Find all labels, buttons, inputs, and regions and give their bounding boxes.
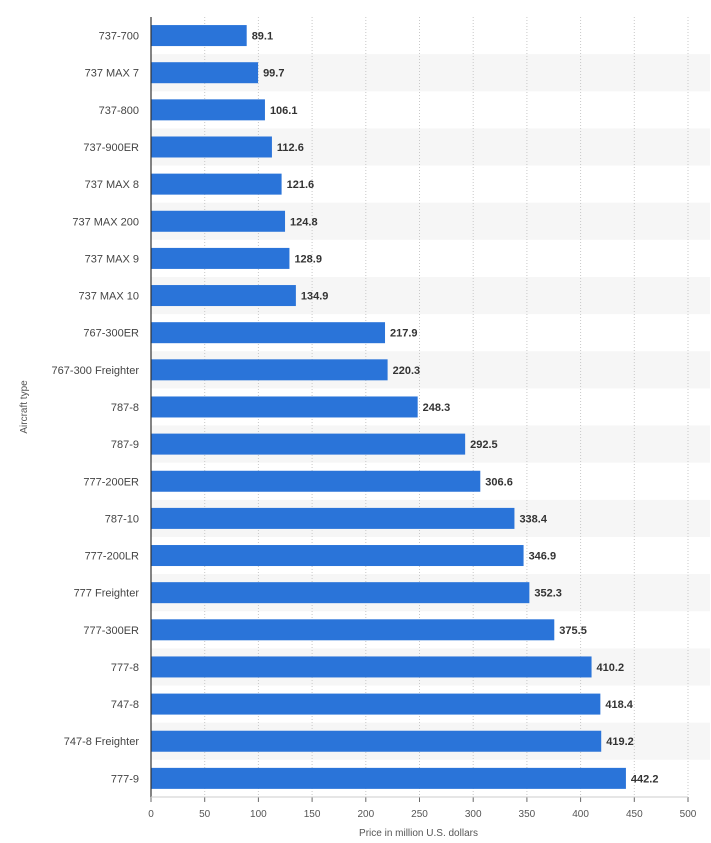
category-label: 737-800 [99, 105, 139, 117]
bar[interactable] [151, 470, 481, 492]
data-label: 121.6 [287, 179, 315, 191]
category-label: 777-200ER [83, 476, 139, 488]
bar[interactable] [151, 582, 530, 604]
data-label: 346.9 [529, 551, 557, 563]
data-label: 217.9 [390, 328, 418, 340]
data-label: 134.9 [301, 291, 329, 303]
bar[interactable] [151, 247, 290, 269]
x-tick-label: 400 [572, 809, 589, 820]
data-label: 338.4 [519, 513, 547, 525]
category-label: 767-300 Freighter [52, 365, 140, 377]
x-tick-label: 50 [199, 809, 211, 820]
x-tick-label: 500 [680, 809, 697, 820]
category-label: 737 MAX 10 [78, 291, 139, 303]
data-label: 352.3 [534, 588, 562, 600]
category-label: 777-8 [111, 662, 139, 674]
data-label: 124.8 [290, 216, 318, 228]
bar[interactable] [151, 767, 626, 789]
category-label: 787-9 [111, 439, 139, 451]
category-label: 747-8 Freighter [64, 736, 140, 748]
bar[interactable] [151, 545, 524, 567]
bar[interactable] [151, 62, 259, 84]
bar[interactable] [151, 507, 515, 529]
bar[interactable] [151, 693, 601, 715]
category-label: 737-700 [99, 31, 139, 43]
x-tick-label: 250 [411, 809, 428, 820]
x-tick-label: 0 [148, 809, 154, 820]
bar[interactable] [151, 619, 555, 641]
bar[interactable] [151, 99, 265, 121]
category-label: 737 MAX 200 [72, 216, 139, 228]
bar[interactable] [151, 25, 247, 47]
data-label: 292.5 [470, 439, 498, 451]
data-label: 419.2 [606, 736, 634, 748]
category-label: 737-900ER [83, 142, 139, 154]
bar[interactable] [151, 285, 296, 307]
data-label: 410.2 [597, 662, 625, 674]
category-label: 787-8 [111, 402, 139, 414]
bar[interactable] [151, 433, 466, 455]
bar[interactable] [151, 173, 282, 195]
x-tick-label: 450 [626, 809, 643, 820]
data-label: 112.6 [277, 142, 304, 154]
data-label: 418.4 [605, 699, 633, 711]
category-label: 737 MAX 7 [85, 68, 139, 80]
category-label: 777-200LR [85, 551, 139, 563]
x-tick-label: 300 [465, 809, 482, 820]
data-label: 248.3 [423, 402, 451, 414]
x-tick-label: 100 [250, 809, 267, 820]
data-label: 106.1 [270, 105, 298, 117]
bar[interactable] [151, 656, 592, 678]
category-label: 787-10 [105, 513, 139, 525]
data-label: 442.2 [631, 773, 659, 785]
data-label: 89.1 [252, 31, 273, 43]
category-label: 767-300ER [83, 328, 139, 340]
category-label: 737 MAX 8 [85, 179, 139, 191]
data-label: 128.9 [294, 253, 322, 265]
bar[interactable] [151, 730, 602, 752]
category-label: 747-8 [111, 699, 139, 711]
bar[interactable] [151, 396, 418, 418]
bar[interactable] [151, 210, 286, 232]
category-label: 777 Freighter [74, 588, 140, 600]
y-axis-title: Aircraft type [19, 380, 30, 434]
x-tick-label: 150 [304, 809, 321, 820]
bar[interactable] [151, 322, 386, 344]
x-tick-label: 200 [357, 809, 374, 820]
data-label: 306.6 [485, 476, 513, 488]
x-tick-label: 350 [519, 809, 536, 820]
category-label: 737 MAX 9 [85, 253, 139, 265]
x-axis-title: Price in million U.S. dollars [359, 828, 478, 839]
bar[interactable] [151, 359, 388, 381]
bar[interactable] [151, 136, 272, 158]
data-label: 99.7 [263, 68, 284, 80]
category-label: 777-9 [111, 773, 139, 785]
category-label: 777-300ER [83, 625, 139, 637]
data-label: 375.5 [559, 625, 587, 637]
data-label: 220.3 [393, 365, 421, 377]
